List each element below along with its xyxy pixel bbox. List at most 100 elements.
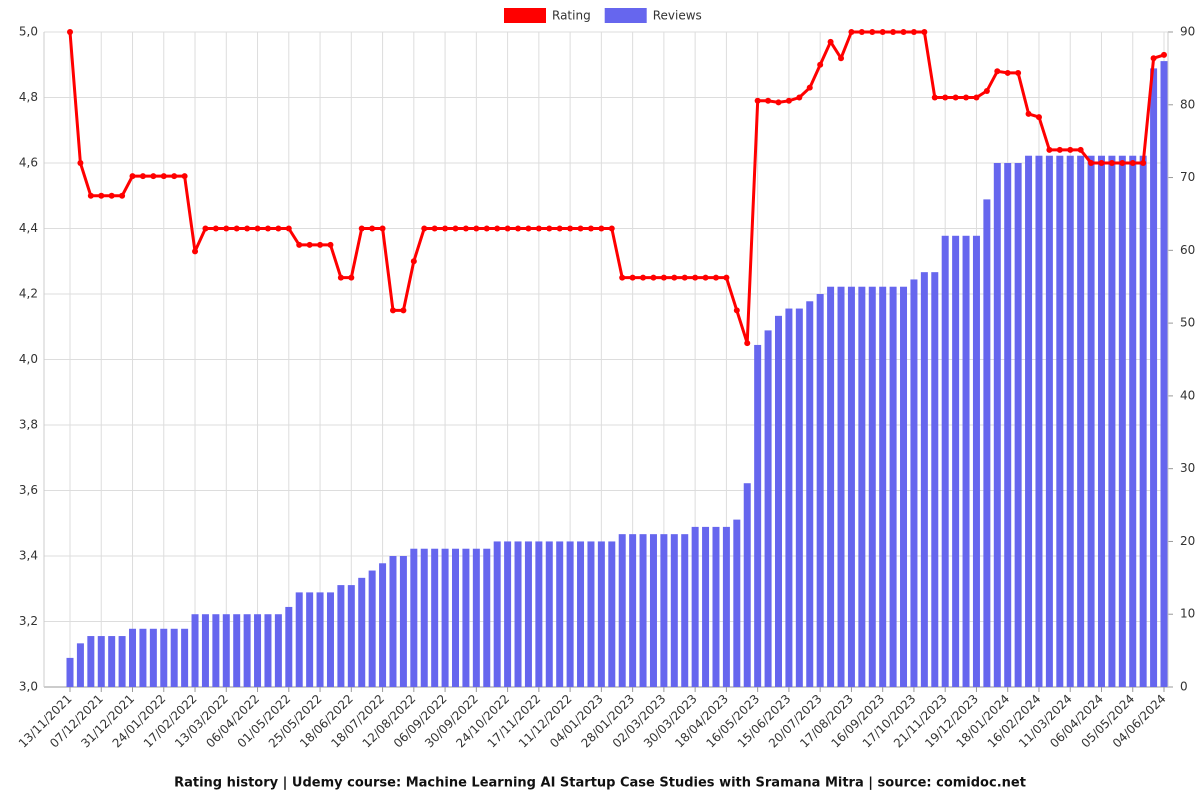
bar: [754, 344, 762, 687]
point: [296, 241, 303, 248]
point: [619, 274, 626, 281]
point: [942, 94, 949, 101]
point: [1161, 51, 1167, 58]
bar: [139, 628, 147, 687]
bar: [1097, 155, 1105, 687]
point: [515, 225, 522, 232]
point: [983, 87, 990, 94]
point: [160, 173, 167, 180]
point: [712, 274, 719, 281]
y2-tick-label: 30: [1180, 461, 1195, 475]
bar: [1014, 163, 1022, 687]
point: [119, 192, 126, 199]
point: [1140, 160, 1147, 166]
point: [838, 55, 845, 62]
bar: [837, 286, 845, 687]
point: [212, 225, 219, 232]
bar: [201, 614, 209, 687]
bar: [97, 636, 105, 687]
bar: [316, 592, 324, 687]
point: [462, 225, 469, 232]
bar: [264, 614, 272, 687]
point: [223, 225, 230, 232]
point: [379, 225, 386, 232]
point: [410, 258, 417, 265]
point: [879, 29, 886, 35]
point: [1046, 146, 1053, 153]
bar: [920, 272, 928, 687]
point: [869, 29, 876, 35]
bar: [941, 235, 949, 687]
bar: [566, 541, 574, 687]
bar: [556, 541, 564, 687]
point: [264, 225, 271, 232]
bar: [1108, 155, 1116, 687]
bar: [1035, 155, 1043, 687]
bar: [295, 592, 303, 687]
bar: [191, 614, 199, 687]
bar: [285, 606, 293, 687]
point: [858, 29, 865, 35]
point: [202, 225, 209, 232]
point: [77, 160, 84, 166]
point: [827, 38, 834, 45]
bar: [254, 614, 262, 687]
point: [723, 274, 730, 281]
bar: [420, 548, 428, 687]
y-tick-label: 4,4: [19, 221, 38, 235]
bar: [181, 628, 189, 687]
bar: [691, 526, 699, 687]
bar: [1150, 68, 1158, 687]
point: [244, 225, 251, 232]
bar: [993, 163, 1001, 687]
point: [952, 94, 959, 101]
bar: [108, 636, 116, 687]
bar: [868, 286, 876, 687]
bar: [660, 534, 668, 687]
y2-tick-label: 10: [1180, 607, 1195, 621]
point: [629, 274, 636, 281]
point: [640, 274, 647, 281]
point: [921, 29, 928, 35]
y2-tick-label: 80: [1180, 97, 1195, 111]
bar: [1160, 61, 1168, 688]
point: [327, 241, 334, 248]
bar: [493, 541, 501, 687]
bar: [577, 541, 585, 687]
point: [139, 173, 146, 180]
point: [369, 225, 376, 232]
y-tick-label: 3,2: [19, 614, 38, 628]
point: [681, 274, 688, 281]
y-tick-label: 4,6: [19, 156, 38, 170]
point: [1015, 69, 1022, 76]
point: [785, 97, 792, 104]
bar: [889, 286, 897, 687]
point: [192, 248, 199, 255]
point: [358, 225, 365, 232]
bar: [972, 235, 980, 687]
bar: [806, 301, 814, 687]
point: [317, 241, 324, 248]
bar: [1129, 155, 1137, 687]
point: [431, 225, 438, 232]
y2-tick-label: 90: [1180, 25, 1195, 39]
point: [650, 274, 657, 281]
bar: [983, 199, 991, 687]
bar: [441, 548, 449, 687]
y-tick-label: 4,2: [19, 287, 38, 301]
legend-label: Reviews: [653, 9, 702, 23]
bar: [358, 577, 366, 687]
point: [337, 274, 344, 281]
bar: [1066, 155, 1074, 687]
point: [577, 225, 584, 232]
point: [1077, 146, 1084, 153]
point: [671, 274, 678, 281]
bar: [670, 534, 678, 687]
point: [473, 225, 480, 232]
point: [171, 173, 178, 180]
y-tick-label: 3,8: [19, 418, 38, 432]
point: [150, 173, 157, 180]
point: [1067, 146, 1074, 153]
